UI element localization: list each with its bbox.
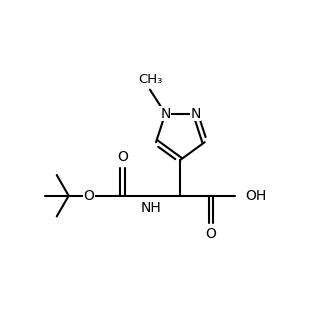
Text: N: N [190,107,201,120]
Text: NH: NH [141,201,162,215]
Text: OH: OH [245,189,267,203]
Text: O: O [117,150,128,164]
Text: CH₃: CH₃ [138,73,162,85]
Text: O: O [83,189,94,203]
Text: N: N [160,107,171,120]
Text: O: O [206,227,216,241]
